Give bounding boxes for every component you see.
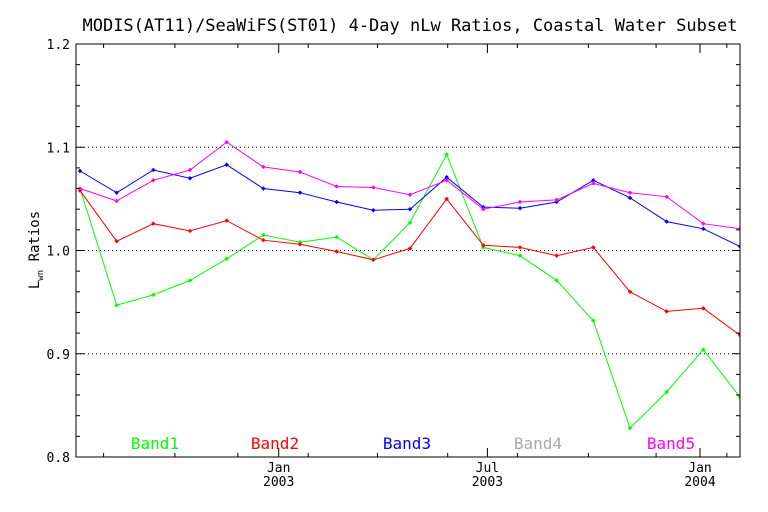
data-point-band5 [407,192,413,198]
data-point-band2 [260,237,266,243]
data-point-band5 [480,206,486,212]
data-point-band2 [297,241,303,247]
data-point-band3 [77,168,83,174]
data-point-band2 [407,246,413,251]
grid-lines [76,146,740,355]
data-point-band1 [664,389,670,395]
data-point-band1 [700,347,706,352]
y-axis: 0.8 0.9 1.0 1.1 1.2 [47,38,740,466]
chart-title: MODIS(AT11)/SeaWiFS(ST01) 4-Day nLw Rati… [82,16,737,36]
x-tick-year-label: 2003 [472,475,503,490]
data-point-band5 [150,177,156,183]
data-point-band3 [187,175,193,181]
data-point-band3 [224,162,230,168]
data-point-band1 [407,220,413,225]
data-point-band1 [260,232,266,238]
data-point-band3 [297,190,303,196]
data-point-band3 [517,205,523,211]
data-point-band5 [114,198,120,204]
legend-label-band2: Band2 [251,434,299,453]
legend: Band1 Band2 Band3 Band4 Band5 [131,434,695,453]
data-point-band1 [187,278,193,283]
legend-label-band3: Band3 [383,434,431,453]
data-point-band3 [260,186,266,191]
x-tick-month-label: Jan [267,461,290,476]
data-point-band3 [370,207,376,213]
legend-label-band5: Band5 [647,434,695,453]
data-point-band5 [444,177,450,183]
data-point-band2 [480,242,486,248]
data-point-band1 [224,256,230,262]
data-point-band2 [517,245,523,250]
data-point-band5 [297,169,303,175]
data-point-band1 [590,318,596,324]
data-point-band5 [187,167,193,173]
data-point-band3 [664,219,670,224]
data-point-band5 [370,185,376,190]
legend-label-band4: Band4 [514,434,562,453]
data-point-band5 [627,190,633,196]
y-tick-label: 1.0 [47,245,70,260]
data-point-band1 [517,253,523,259]
data-point-band5 [334,184,340,189]
data-point-band2 [370,257,376,263]
data-point-band5 [224,139,230,145]
series-group [77,139,740,431]
data-point-band3 [114,190,120,196]
data-point-band3 [334,199,340,205]
y-tick-label: 0.9 [47,348,70,363]
data-point-band1 [627,425,633,431]
y-axis-label-subscript: wn [36,270,46,281]
data-point-band5 [664,194,670,200]
data-point-band2 [700,305,706,311]
data-point-band3 [444,174,450,180]
data-point-band3 [407,206,413,212]
y-tick-label: 1.2 [47,38,70,53]
data-point-band2 [224,218,230,223]
data-point-band5 [554,197,560,203]
data-point-band5 [517,199,523,205]
data-point-band5 [590,181,596,186]
data-point-band2 [627,289,633,295]
data-point-band2 [334,249,340,254]
data-point-band3 [590,177,596,183]
data-point-band1 [114,302,120,308]
x-tick-month-label: Jul [476,461,499,476]
data-point-band1 [334,234,340,240]
legend-label-band1: Band1 [131,434,179,453]
data-point-band2 [444,196,450,202]
data-point-band5 [700,221,706,227]
data-point-band3 [150,167,156,173]
data-point-band2 [187,228,193,234]
data-point-band3 [700,226,706,232]
data-point-band1 [444,152,450,157]
data-point-band2 [114,238,120,244]
data-point-band3 [627,195,633,201]
x-tick-month-label: Jan [688,461,711,476]
y-axis-label-rest: Ratios [27,211,43,270]
data-point-band2 [590,245,596,250]
data-point-band2 [664,309,670,314]
x-tick-year-label: 2004 [684,475,715,490]
y-tick-label: 1.1 [47,141,70,156]
y-axis-label: Lwn Ratios [27,211,46,289]
data-point-band1 [554,278,560,283]
data-point-band5 [260,164,266,170]
data-point-band1 [150,292,156,298]
x-tick-year-label: 2003 [263,475,294,490]
data-point-band2 [150,221,156,227]
y-tick-label: 0.8 [47,451,70,466]
data-point-band2 [554,253,560,259]
y-axis-label-main: L [27,281,43,289]
